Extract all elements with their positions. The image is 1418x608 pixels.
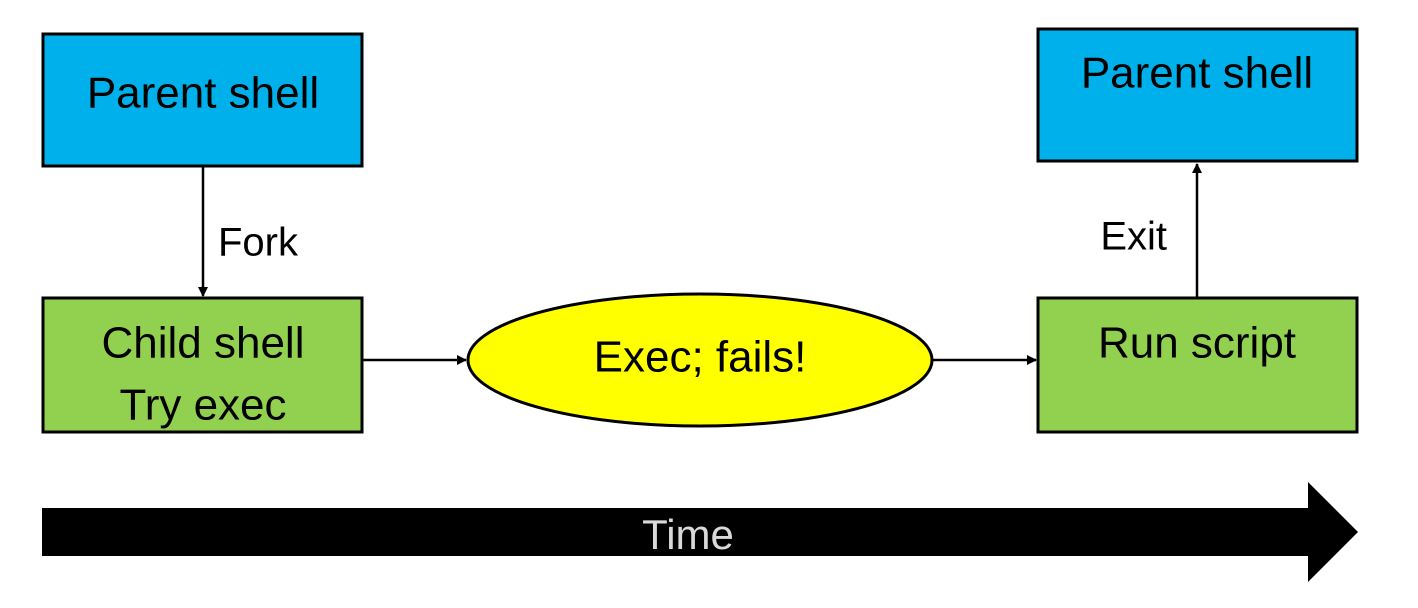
parent-shell-left-box — [41, 32, 364, 168]
run-script-box — [1036, 296, 1359, 434]
exec-node: Exec; fails! — [466, 292, 934, 428]
exec-label: Exec; fails! — [594, 333, 807, 382]
exit-edge: Exit — [1100, 163, 1202, 298]
child-shell-label-line2: Try exec — [119, 381, 286, 430]
exit-label: Exit — [1100, 215, 1167, 259]
parent-shell-right-label: Parent shell — [1081, 49, 1313, 98]
child-shell-node: Child shell Try exec — [41, 296, 364, 434]
parent-shell-left-node: Parent shell — [41, 32, 364, 168]
fork-label: Fork — [218, 221, 299, 265]
fork-edge: Fork — [198, 166, 299, 297]
parent-shell-right-box — [1036, 27, 1359, 163]
run-script-label: Run script — [1098, 319, 1296, 368]
run-script-node: Run script — [1036, 296, 1359, 434]
time-arrow-shape — [42, 482, 1358, 582]
time-arrow: Time — [42, 482, 1358, 582]
parent-shell-left-label: Parent shell — [87, 69, 319, 118]
child-shell-box — [41, 296, 364, 434]
child-shell-label-line1: Child shell — [102, 319, 305, 368]
time-label: Time — [642, 511, 734, 558]
parent-shell-right-node: Parent shell — [1036, 27, 1359, 163]
